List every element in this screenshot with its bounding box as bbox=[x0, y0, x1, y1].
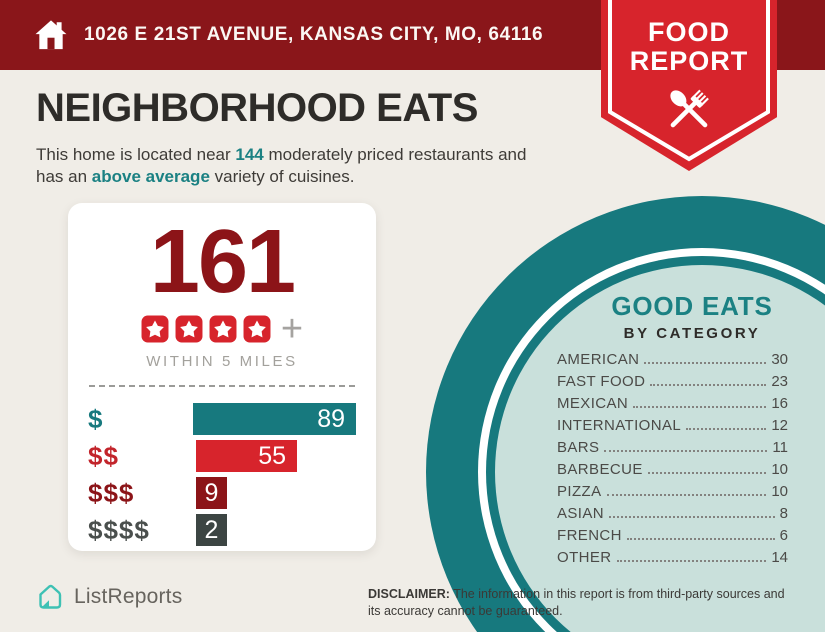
dot-leader bbox=[644, 362, 767, 364]
bar: 55 bbox=[196, 440, 297, 472]
category-count: 10 bbox=[771, 461, 788, 478]
dot-leader bbox=[606, 494, 767, 496]
price-tier-label: $$$$ bbox=[88, 514, 150, 545]
dot-leader bbox=[650, 384, 767, 386]
good-eats-subtitle: BY CATEGORY bbox=[623, 325, 761, 342]
badge-inner-border bbox=[608, 0, 770, 162]
category-count: 30 bbox=[771, 351, 788, 368]
category-row: ASIAN 8 bbox=[557, 505, 788, 527]
intro-text: This home is located near 144 moderately… bbox=[36, 144, 636, 189]
bar: 2 bbox=[196, 514, 227, 546]
category-count: 8 bbox=[779, 505, 788, 522]
listreports-wordmark: ListReports bbox=[74, 585, 183, 608]
category-row: BARBECUE 10 bbox=[557, 461, 788, 483]
price-bar-row: $$ 55 bbox=[88, 440, 356, 472]
dot-leader bbox=[604, 450, 768, 452]
bar-track: 9 bbox=[196, 477, 356, 509]
badge-title-line2: REPORT bbox=[629, 45, 749, 76]
property-address: 1026 E 21ST AVENUE, KANSAS CITY, MO, 641… bbox=[84, 24, 544, 45]
price-tier-label: $ bbox=[88, 403, 104, 434]
price-bar-row: $$$ 9 bbox=[88, 477, 356, 509]
category-label: BARS bbox=[557, 439, 600, 456]
category-row: AMERICAN 30 bbox=[557, 351, 788, 373]
price-tier-label: $$$ bbox=[88, 477, 135, 508]
restaurant-stat-card: 161 + WITHIN 5 MILES $89 $$ 55 $$$ 9 $$$$ 2 bbox=[68, 203, 376, 551]
category-label: BARBECUE bbox=[557, 461, 643, 478]
total-restaurants: 161 bbox=[149, 212, 296, 312]
category-row: OTHER 14 bbox=[557, 549, 788, 571]
bar-track: 2 bbox=[196, 514, 356, 546]
spoon-fork-icon bbox=[670, 89, 709, 128]
price-tier-bar-chart: $89 $$ 55 $$$ 9 $$$$ 2 bbox=[68, 387, 376, 546]
category-count: 6 bbox=[779, 527, 788, 544]
category-label: PIZZA bbox=[557, 483, 602, 500]
intro-text-part: moderately priced restaurants and bbox=[263, 145, 527, 164]
category-label: AMERICAN bbox=[557, 351, 640, 368]
yelp-star-icon bbox=[141, 315, 169, 343]
yelp-star-icon bbox=[175, 315, 203, 343]
dot-leader bbox=[686, 428, 767, 430]
category-label: OTHER bbox=[557, 549, 612, 566]
category-row: BARS 11 bbox=[557, 439, 788, 461]
bar-value: 2 bbox=[204, 515, 219, 544]
dot-leader bbox=[633, 406, 767, 408]
dot-leader bbox=[616, 560, 767, 562]
yelp-star-icon bbox=[243, 315, 271, 343]
category-label: FAST FOOD bbox=[557, 373, 646, 390]
category-label: ASIAN bbox=[557, 505, 605, 522]
price-bar-row: $89 bbox=[88, 403, 356, 435]
disclaimer: DISCLAIMER: The information in this repo… bbox=[368, 586, 794, 619]
category-row: PIZZA 10 bbox=[557, 483, 788, 505]
bar-value: 89 bbox=[317, 404, 345, 433]
restaurant-count: 144 bbox=[235, 145, 264, 164]
category-label: FRENCH bbox=[557, 527, 622, 544]
category-row: FRENCH 6 bbox=[557, 527, 788, 549]
category-row: MEXICAN 16 bbox=[557, 395, 788, 417]
category-count: 10 bbox=[771, 483, 788, 500]
dot-leader bbox=[647, 472, 767, 474]
price-bar-row: $$$$ 2 bbox=[88, 514, 356, 546]
dashed-divider bbox=[89, 385, 355, 387]
home-icon bbox=[35, 20, 67, 50]
category-count: 16 bbox=[771, 395, 788, 412]
category-count: 11 bbox=[772, 439, 788, 456]
price-tier-label: $$ bbox=[88, 440, 119, 471]
badge-title-line1: FOOD bbox=[648, 17, 730, 47]
bar-value: 9 bbox=[204, 478, 219, 507]
category-count: 23 bbox=[771, 373, 788, 390]
dot-leader bbox=[626, 538, 775, 540]
category-list: AMERICAN 30 FAST FOOD 23 MEXICAN 16 INTERNATIO… bbox=[557, 351, 788, 571]
bar-track: 55 bbox=[196, 440, 356, 472]
intro-text-part: has an bbox=[36, 167, 92, 187]
category-count: 14 bbox=[771, 549, 788, 566]
bar: 89 bbox=[193, 403, 356, 435]
category-row: INTERNATIONAL 12 bbox=[557, 417, 788, 439]
yelp-star-icon bbox=[209, 315, 237, 343]
star-rating: + bbox=[68, 308, 376, 350]
category-label: INTERNATIONAL bbox=[557, 417, 682, 434]
category-label: MEXICAN bbox=[557, 395, 629, 412]
good-eats-heading: GOOD EATS BY CATEGORY bbox=[557, 291, 825, 342]
variety-highlight: above average bbox=[91, 167, 210, 187]
bar: 9 bbox=[196, 477, 227, 509]
disclaimer-label: DISCLAIMER: bbox=[368, 587, 450, 601]
category-row: FAST FOOD 23 bbox=[557, 373, 788, 395]
radius-caption: WITHIN 5 MILES bbox=[146, 353, 298, 370]
page-title: NEIGHBORHOOD EATS bbox=[36, 86, 478, 130]
intro-section: NEIGHBORHOOD EATS This home is located n… bbox=[36, 86, 636, 189]
listreports-logo: ListReports bbox=[33, 581, 182, 613]
category-count: 12 bbox=[771, 417, 788, 434]
bar-track: 89 bbox=[193, 403, 356, 435]
listreports-house-icon bbox=[39, 584, 62, 609]
good-eats-title: GOOD EATS bbox=[611, 291, 773, 321]
bar-value: 55 bbox=[258, 441, 286, 470]
intro-text-part: variety of cuisines. bbox=[209, 167, 355, 187]
dot-leader bbox=[609, 516, 775, 518]
intro-text-part: This home is located near bbox=[36, 145, 236, 164]
plus-sign: + bbox=[280, 308, 304, 350]
